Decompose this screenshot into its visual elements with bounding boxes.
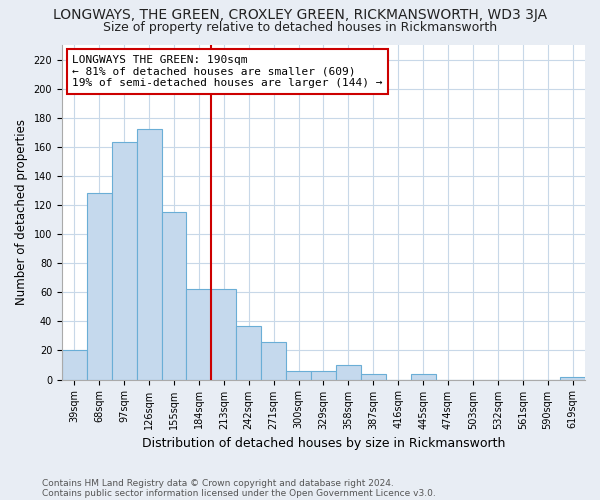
Text: LONGWAYS THE GREEN: 190sqm
← 81% of detached houses are smaller (609)
19% of sem: LONGWAYS THE GREEN: 190sqm ← 81% of deta… xyxy=(73,55,383,88)
Text: Contains HM Land Registry data © Crown copyright and database right 2024.: Contains HM Land Registry data © Crown c… xyxy=(42,478,394,488)
Y-axis label: Number of detached properties: Number of detached properties xyxy=(15,120,28,306)
Bar xyxy=(236,326,261,380)
Bar xyxy=(560,376,585,380)
Bar xyxy=(261,342,286,380)
Bar xyxy=(336,365,361,380)
Bar xyxy=(187,290,211,380)
Bar xyxy=(286,371,311,380)
X-axis label: Distribution of detached houses by size in Rickmansworth: Distribution of detached houses by size … xyxy=(142,437,505,450)
Bar xyxy=(361,374,386,380)
Bar xyxy=(62,350,87,380)
Bar xyxy=(137,130,161,380)
Text: Size of property relative to detached houses in Rickmansworth: Size of property relative to detached ho… xyxy=(103,21,497,34)
Text: Contains public sector information licensed under the Open Government Licence v3: Contains public sector information licen… xyxy=(42,488,436,498)
Text: LONGWAYS, THE GREEN, CROXLEY GREEN, RICKMANSWORTH, WD3 3JA: LONGWAYS, THE GREEN, CROXLEY GREEN, RICK… xyxy=(53,8,547,22)
Bar xyxy=(211,290,236,380)
Bar xyxy=(112,142,137,380)
Bar xyxy=(161,212,187,380)
Bar xyxy=(87,194,112,380)
Bar xyxy=(311,371,336,380)
Bar xyxy=(410,374,436,380)
